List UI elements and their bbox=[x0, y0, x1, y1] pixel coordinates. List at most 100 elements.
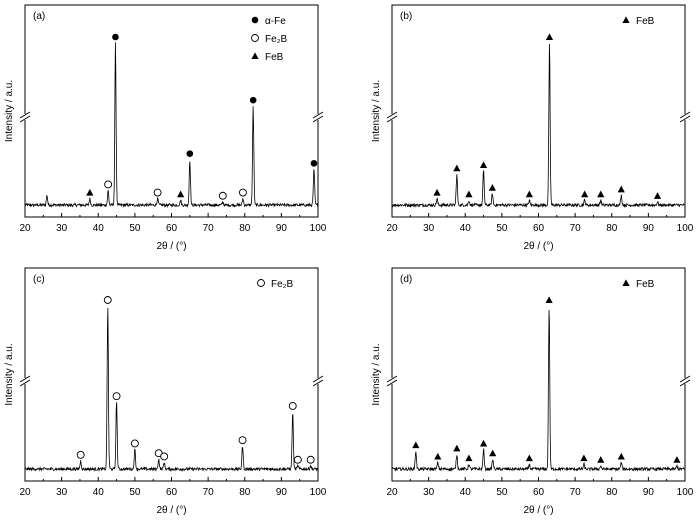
x-tick-label: 20 bbox=[19, 487, 31, 498]
xrd-pattern-line bbox=[24, 42, 318, 208]
x-tick-label: 90 bbox=[276, 223, 288, 234]
peak-marker bbox=[453, 444, 461, 452]
peak-marker bbox=[293, 455, 302, 464]
peak-marker bbox=[249, 96, 257, 104]
axis-break-mark bbox=[312, 375, 324, 383]
x-tick-label: 60 bbox=[166, 487, 178, 498]
axis-break-mark bbox=[386, 375, 398, 383]
peak-marker bbox=[310, 160, 318, 167]
panel-label: (b) bbox=[400, 11, 412, 22]
peak-marker bbox=[86, 188, 94, 196]
peak-marker bbox=[160, 452, 169, 461]
peak-marker bbox=[489, 449, 497, 457]
x-tick-label: 30 bbox=[56, 487, 68, 498]
legend: FeB bbox=[622, 16, 655, 27]
peak-marker bbox=[479, 161, 488, 169]
peak-marker bbox=[479, 439, 488, 447]
peak-marker bbox=[580, 454, 588, 462]
peak-marker bbox=[112, 392, 121, 401]
peak-marker bbox=[465, 454, 473, 462]
axis-break-mark bbox=[19, 111, 31, 119]
axis-break-mark bbox=[312, 111, 324, 119]
peak-marker bbox=[597, 456, 605, 463]
legend-label: FeB bbox=[265, 52, 284, 63]
peak-marker bbox=[488, 184, 496, 191]
peak-marker bbox=[306, 455, 315, 464]
chart-panel: 20 30 40 50 60 70 80 90 100 (b) FeB 2θ / (°) Intensi… bbox=[371, 4, 694, 252]
x-tick-label: 60 bbox=[533, 487, 545, 498]
xrd-pattern-line bbox=[392, 43, 686, 208]
axis-break-mark bbox=[386, 111, 398, 119]
axis-break-mark bbox=[312, 379, 324, 387]
x-tick-label: 50 bbox=[129, 487, 141, 498]
axis-break-mark bbox=[19, 115, 31, 123]
x-tick-label: 50 bbox=[496, 223, 508, 234]
x-tick-label: 20 bbox=[386, 487, 398, 498]
legend-label: Fe₂B bbox=[265, 34, 288, 45]
chart-panel: 20 30 40 50 60 70 80 90 100 (a) α-Fe Fe₂B FeB 2θ / (°… bbox=[4, 4, 327, 252]
axis-break-mark bbox=[679, 379, 691, 387]
y-axis-title: Intensity / a.u. bbox=[4, 80, 15, 142]
peak-marker bbox=[545, 296, 553, 304]
peak-marker bbox=[288, 402, 297, 410]
chart-panel: 20 30 40 50 60 70 80 90 100 (d) FeB 2θ / (°) Intensi… bbox=[371, 267, 694, 516]
plot-frame bbox=[391, 267, 686, 482]
peak-marker bbox=[453, 164, 461, 172]
peak-marker bbox=[617, 452, 625, 460]
x-tick-label: 30 bbox=[56, 223, 68, 234]
peak-marker bbox=[112, 33, 119, 41]
legend-marker bbox=[622, 279, 630, 287]
axis-break-gap bbox=[20, 378, 30, 384]
x-tick-label: 30 bbox=[423, 487, 435, 498]
peak-marker bbox=[525, 190, 533, 198]
x-tick-label: 100 bbox=[677, 223, 694, 234]
x-tick-label: 40 bbox=[93, 223, 105, 234]
axis-break-gap bbox=[387, 114, 397, 120]
y-axis-title: Intensity / a.u. bbox=[371, 343, 382, 405]
peak-marker bbox=[412, 441, 420, 449]
peak-marker bbox=[465, 190, 473, 198]
axis-break-gap bbox=[313, 114, 323, 120]
legend-marker bbox=[622, 16, 630, 24]
peak-marker bbox=[130, 439, 139, 448]
legend: α-Fe Fe₂B FeB bbox=[251, 16, 288, 63]
axis-break-gap bbox=[313, 378, 323, 384]
x-tick-label: 70 bbox=[203, 223, 215, 234]
axis-break-mark bbox=[19, 375, 31, 383]
axis-break-mark bbox=[312, 115, 324, 123]
x-axis-title: 2θ / (°) bbox=[523, 241, 553, 252]
legend-label: α-Fe bbox=[265, 16, 286, 27]
peak-marker bbox=[238, 188, 247, 197]
legend-marker bbox=[251, 52, 259, 60]
xrd-pattern-line bbox=[24, 307, 319, 473]
x-tick-label: 20 bbox=[386, 223, 398, 234]
peak-marker bbox=[673, 456, 681, 463]
axis-break-mark bbox=[386, 379, 398, 387]
y-axis-title: Intensity / a.u. bbox=[371, 80, 382, 142]
x-axis-title: 2θ / (°) bbox=[156, 241, 186, 252]
peak-marker bbox=[653, 192, 662, 199]
peak-marker bbox=[525, 454, 533, 462]
peak-marker bbox=[581, 190, 589, 198]
axis-break-gap bbox=[387, 378, 397, 384]
peak-marker bbox=[545, 33, 554, 41]
legend-marker bbox=[251, 34, 259, 42]
axis-break-mark bbox=[679, 375, 691, 383]
legend-label: FeB bbox=[636, 279, 655, 290]
panel-label: (c) bbox=[33, 274, 45, 285]
x-tick-label: 40 bbox=[460, 223, 472, 234]
x-tick-label: 60 bbox=[166, 223, 178, 234]
x-tick-label: 40 bbox=[460, 487, 472, 498]
axis-break-mark bbox=[386, 115, 398, 123]
axis-break-gap bbox=[20, 114, 30, 120]
x-tick-label: 30 bbox=[423, 223, 435, 234]
legend: Fe₂B bbox=[257, 279, 294, 290]
axis-break-mark bbox=[679, 115, 691, 123]
x-axis-title: 2θ / (°) bbox=[523, 505, 553, 516]
peak-marker bbox=[238, 436, 247, 445]
peak-marker bbox=[76, 450, 85, 459]
peak-marker bbox=[104, 180, 113, 189]
panel-label: (a) bbox=[33, 11, 45, 22]
plot-frame bbox=[24, 267, 319, 482]
peak-marker bbox=[617, 185, 625, 193]
